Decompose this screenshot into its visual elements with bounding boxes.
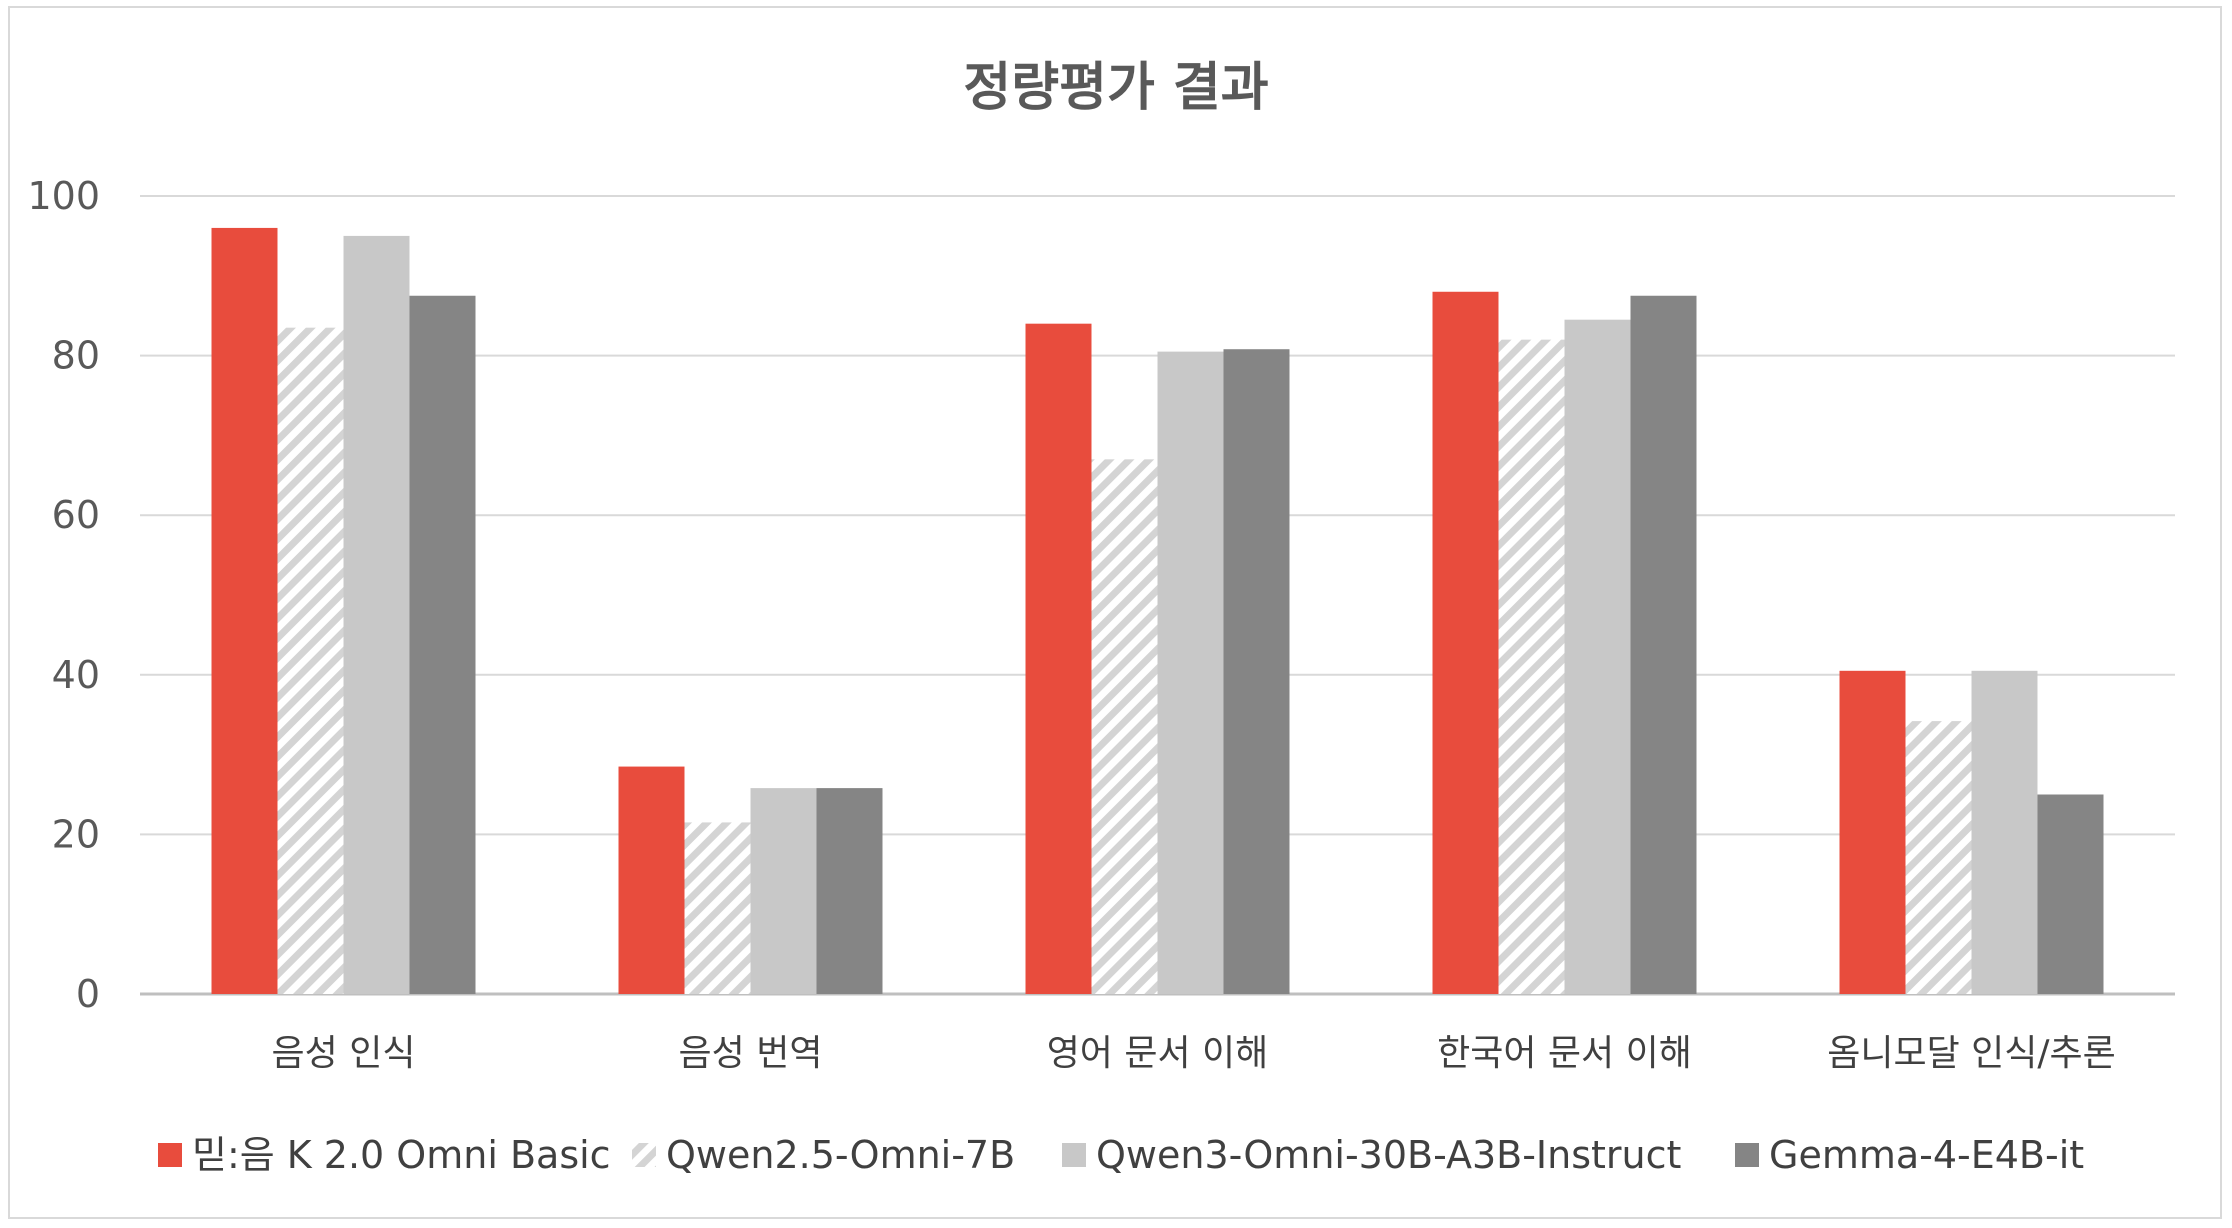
bar-2-4 <box>1498 339 1565 994</box>
bar-3-4 <box>1564 319 1631 994</box>
bar-3-2 <box>750 788 817 994</box>
bar-4-1 <box>409 295 476 994</box>
bar-2-5 <box>1905 721 1972 994</box>
chart-title: 정량평가 결과 <box>963 58 1268 118</box>
legend-label: Qwen2.5-Omni-7B <box>666 1133 1015 1177</box>
y-tick-label: 40 <box>52 653 100 697</box>
category-label: 음성 인식 <box>272 1033 416 1074</box>
legend-label: Qwen3-Omni-30B-A3B-Instruct <box>1096 1133 1681 1177</box>
legend-label: Gemma-4-E4B-it <box>1769 1133 2084 1177</box>
y-tick-label: 60 <box>52 493 100 537</box>
bar-3-3 <box>1157 351 1224 994</box>
bar-3-5 <box>1971 670 2038 994</box>
bar-2-2 <box>684 822 751 994</box>
legend-swatch <box>632 1143 656 1167</box>
x-axis-categories: 음성 인식 음성 번역 영어 문서 이해 한국어 문서 이해 옴니모달 인식/추론 <box>272 1033 2116 1074</box>
bar-4-4 <box>1630 295 1697 994</box>
bars <box>211 227 2104 995</box>
y-tick-label: 80 <box>52 334 100 378</box>
category-label: 음성 번역 <box>679 1033 823 1074</box>
y-tick-label: 0 <box>76 972 100 1016</box>
category-label: 한국어 문서 이해 <box>1437 1033 1692 1074</box>
legend: 믿:음 K 2.0 Omni Basic Qwen2.5-Omni-7B Qwen3… <box>158 1133 2084 1177</box>
y-tick-label: 100 <box>27 174 100 218</box>
category-label: 옴니모달 인식/추론 <box>1827 1033 2116 1074</box>
bar-1-2 <box>618 766 685 994</box>
y-tick-label: 20 <box>52 812 100 856</box>
bar-1-5 <box>1839 670 1906 994</box>
bar-2-3 <box>1091 459 1158 995</box>
legend-swatch <box>1062 1143 1086 1167</box>
bar-1-3 <box>1025 323 1092 994</box>
bar-4-3 <box>1223 349 1290 994</box>
bar-4-5 <box>2037 794 2104 994</box>
bar-3-1 <box>343 235 410 994</box>
bar-1-4 <box>1432 291 1499 994</box>
legend-swatch <box>158 1143 182 1167</box>
bar-2-1 <box>277 327 344 994</box>
bar-1-1 <box>211 227 278 995</box>
category-label: 영어 문서 이해 <box>1047 1033 1269 1074</box>
legend-swatch <box>1735 1143 1759 1167</box>
bar-4-2 <box>816 788 883 994</box>
legend-label: 믿:음 K 2.0 Omni Basic <box>192 1133 611 1177</box>
y-axis-ticks: 0 20 40 60 80 100 <box>27 174 100 1016</box>
